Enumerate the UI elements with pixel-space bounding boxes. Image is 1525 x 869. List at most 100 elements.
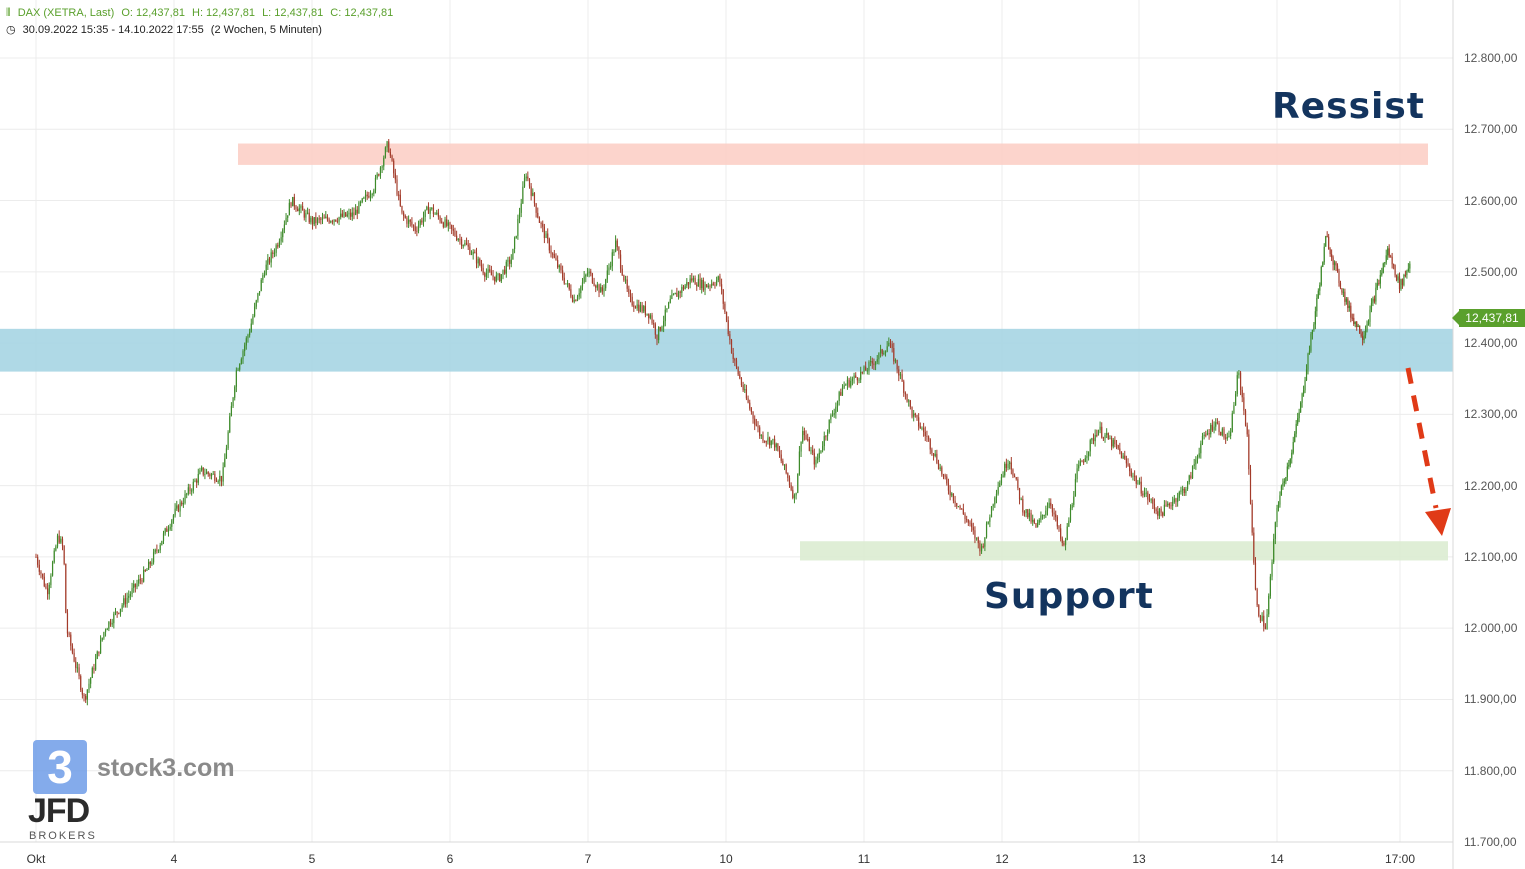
candle-body	[179, 502, 181, 512]
candle-body	[788, 477, 791, 486]
candle-body	[873, 363, 875, 366]
candle-body	[595, 285, 597, 288]
candle-body	[384, 147, 387, 158]
candle-body	[111, 623, 113, 625]
candle-body	[1188, 475, 1190, 483]
candle-body	[1215, 422, 1217, 427]
candle-body	[1112, 439, 1114, 447]
candle-body	[202, 467, 204, 475]
candle-body	[1104, 434, 1106, 439]
candle-body	[533, 192, 536, 204]
candle-body	[760, 435, 762, 437]
candle-body	[565, 283, 567, 285]
candle-body	[131, 588, 133, 595]
candle-body	[214, 473, 216, 481]
candle-body	[861, 371, 863, 373]
candle-body	[290, 202, 292, 207]
candle-body	[489, 269, 491, 272]
candle-body	[962, 509, 964, 515]
candle-body	[942, 474, 945, 476]
candle-series	[35, 138, 1411, 706]
candle-body	[517, 218, 519, 236]
candle-body	[765, 441, 767, 443]
candle-body	[1363, 335, 1365, 341]
candle-body	[143, 570, 145, 582]
low-value: L: 12,437,81	[262, 7, 324, 19]
candle-body	[331, 221, 334, 223]
candle-body	[525, 176, 527, 179]
candle-body	[46, 588, 49, 595]
y-tick-label: 12.800,00	[1464, 51, 1518, 65]
candle-body	[336, 221, 338, 223]
candle-body	[883, 352, 885, 355]
candle-body	[509, 259, 511, 264]
candle-body	[1220, 432, 1222, 436]
candle-body	[893, 348, 895, 362]
candle-body	[446, 219, 448, 226]
candle-body	[1239, 372, 1242, 390]
candle-body	[35, 556, 37, 558]
candle-body	[1397, 276, 1399, 281]
candle-body	[697, 278, 699, 287]
candle-body	[586, 273, 589, 275]
candle-body	[414, 226, 416, 231]
candle-body	[573, 300, 575, 302]
candle-body	[671, 294, 673, 300]
candle-body	[341, 213, 343, 217]
candle-body	[1205, 434, 1207, 436]
candle-body	[755, 424, 757, 426]
candle-body	[701, 279, 703, 289]
candle-body	[540, 222, 542, 224]
candle-body	[210, 474, 213, 477]
candle-body	[547, 233, 549, 240]
candle-body	[1096, 434, 1098, 436]
candle-body	[118, 612, 120, 614]
candle-body	[563, 277, 565, 284]
candle-body	[1060, 528, 1062, 539]
candle-body	[419, 220, 421, 226]
candle-body	[480, 264, 483, 268]
candle-body	[1271, 562, 1273, 577]
candle-body	[749, 402, 751, 409]
candle-body	[689, 278, 691, 285]
candle-body	[1198, 453, 1200, 458]
candle-body	[460, 239, 463, 246]
x-tick-label: 11	[857, 852, 871, 866]
candle-body	[535, 203, 537, 213]
candle-body	[1362, 336, 1364, 341]
candle-body	[663, 321, 665, 327]
candle-body	[263, 274, 266, 276]
candle-body	[399, 194, 401, 206]
candle-body	[78, 667, 80, 677]
candle-body	[523, 178, 526, 187]
candle-body	[277, 245, 279, 247]
candle-body	[1351, 317, 1353, 319]
candle-body	[204, 474, 206, 476]
candle-body	[60, 538, 62, 543]
candle-body	[1147, 492, 1149, 500]
candle-body	[139, 579, 141, 581]
candle-body	[823, 436, 825, 447]
candle-body	[616, 240, 618, 248]
candle-body	[1298, 412, 1300, 419]
candle-body	[345, 212, 347, 217]
candle-body	[512, 248, 514, 260]
candle-body	[952, 493, 955, 501]
candle-body	[649, 315, 651, 319]
candle-body	[1078, 465, 1080, 469]
candle-body	[340, 213, 342, 218]
candle-body	[1376, 283, 1378, 288]
clock-icon: ◷	[6, 24, 16, 36]
candle-body	[1249, 469, 1252, 504]
candle-body	[734, 358, 736, 361]
candle-body	[903, 381, 905, 393]
candle-body	[843, 385, 845, 388]
candle-body	[1027, 509, 1029, 518]
candle-body	[239, 364, 241, 370]
candle-body	[1246, 425, 1248, 435]
candle-body	[149, 562, 151, 565]
candle-body	[605, 279, 607, 289]
candle-body	[1201, 436, 1204, 444]
candle-body	[995, 493, 998, 498]
